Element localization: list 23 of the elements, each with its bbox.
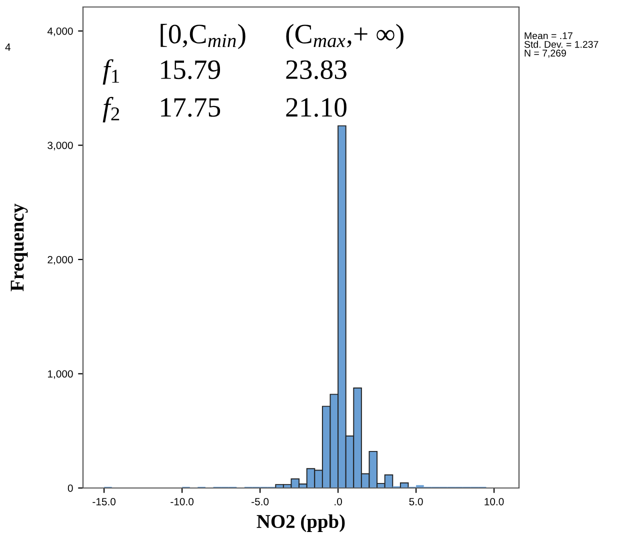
y-tick-label: 4,000	[47, 27, 73, 36]
annotation: 15.79	[161, 60, 220, 80]
annotation: (C$_{max}$,+ ∞)	[286, 24, 404, 50]
annotation: 17.75	[161, 98, 220, 117]
y-tick-label: 2,000	[48, 256, 73, 265]
annotation: 21.10	[286, 98, 346, 117]
x-tick-label: -5.0	[252, 498, 269, 506]
text: 4	[5, 44, 10, 51]
annotation: f$_{2}$	[102, 96, 120, 122]
x-tick-label: .0	[334, 498, 342, 506]
x-tick-label: -10.0	[170, 498, 194, 506]
annotation: [0,C$_{min}$)	[160, 24, 246, 50]
x-tick-label: -15.0	[92, 498, 116, 506]
annotation: f$_{1}$	[102, 59, 119, 85]
y-tick-label: 1,000	[48, 370, 73, 379]
text: Mean = .17 Std. Dev. = 1.237 N = 7,269	[524, 32, 598, 58]
y-axis-title: Frequency	[10, 204, 28, 292]
x-tick-label: 5.0	[409, 498, 423, 506]
y-tick-label: 0	[68, 484, 73, 492]
y-tick-label: 3,000	[48, 142, 73, 150]
x-tick-label: 10.0	[484, 498, 504, 506]
annotation: 23.83	[286, 60, 346, 80]
x-axis-title: NO2 (ppb)	[256, 514, 345, 532]
